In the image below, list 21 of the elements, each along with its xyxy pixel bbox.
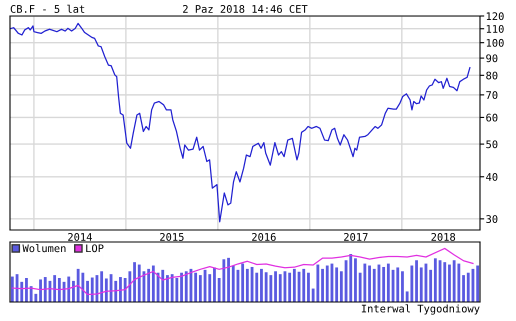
chart-subtitle: 2 Paz 2018 14:46 CET: [183, 5, 308, 13]
y-tick-label: 50: [486, 140, 498, 148]
text: Interwal Tygodniowy: [362, 304, 480, 315]
x-tick-label: 2014: [68, 233, 92, 241]
y-tick-label: 70: [486, 91, 498, 100]
x-tick-label: 2016: [252, 233, 276, 241]
x-tick-label: 2018: [431, 233, 456, 241]
y-tick-label: 110: [486, 24, 504, 33]
y-tick-label: 30: [486, 215, 498, 223]
chart-title: CB.F - 5 lat: [10, 4, 84, 13]
x-tick-label: 2017: [344, 233, 368, 241]
y-tick-label: 40: [486, 173, 498, 181]
line-series: [10, 22, 471, 222]
legend-label: LOP: [86, 244, 104, 252]
y-tick-label: 120: [486, 12, 504, 20]
y-tick-label: 100: [486, 38, 504, 47]
y-tick-label: 80: [486, 72, 498, 80]
y-tick-label: 90: [486, 54, 498, 62]
x-tick-label: 2015: [160, 233, 184, 241]
y-tick-label: 60: [486, 114, 498, 122]
legend-label: Wolumen: [22, 244, 66, 252]
